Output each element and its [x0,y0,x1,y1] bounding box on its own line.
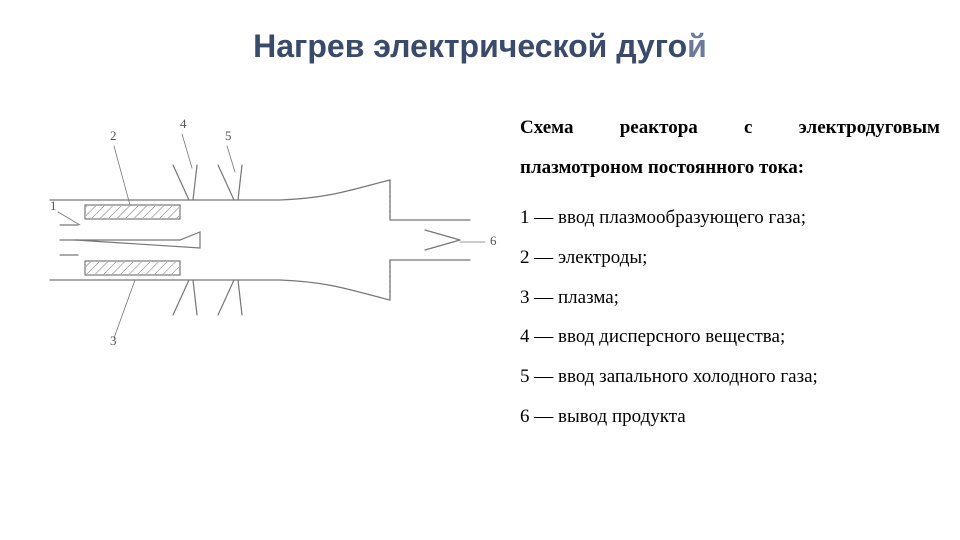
svg-text:6: 6 [490,233,497,248]
subtitle-line1: Схема реактора с электродуговым [520,117,940,138]
legend-item-4: 4 — ввод дисперсного вещества; [520,317,940,357]
legend-item-3: 3 — плазма; [520,278,940,318]
diagram-subtitle: Схема реактора с электродуговым плазмотр… [520,108,940,188]
svg-text:2: 2 [110,128,117,143]
title-part2: й [687,28,707,64]
page-title: Нагрев электрической дугой [0,28,960,65]
svg-text:4: 4 [180,116,187,131]
subtitle-line2: плазмотроном постоянного тока: [520,157,804,178]
legend-item-6: 6 — вывод продукта [520,397,940,437]
legend-item-2: 2 — электроды; [520,238,940,278]
svg-text:5: 5 [225,128,232,143]
title-part1: Нагрев электрической дуго [253,28,687,64]
svg-text:1: 1 [50,198,57,213]
legend-item-1: 1 — ввод плазмообразующего газа; [520,198,940,238]
legend-block: Схема реактора с электродуговым плазмотр… [520,108,940,437]
legend-item-5: 5 — ввод запального холодного газа; [520,357,940,397]
reactor-diagram: 1 2 3 4 5 6 [30,110,500,370]
legend-list: 1 — ввод плазмообразующего газа;2 — элек… [520,198,940,437]
svg-text:3: 3 [110,333,117,348]
